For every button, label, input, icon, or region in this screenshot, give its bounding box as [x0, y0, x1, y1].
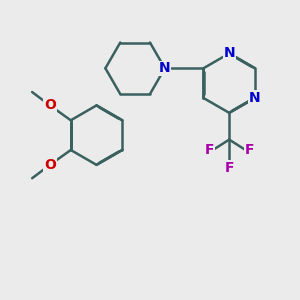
Text: F: F	[224, 161, 234, 175]
Text: O: O	[44, 98, 56, 112]
Text: F: F	[244, 143, 254, 157]
Text: O: O	[44, 158, 56, 172]
Text: N: N	[159, 61, 171, 75]
Text: N: N	[249, 91, 261, 105]
Text: N: N	[224, 46, 235, 60]
Text: F: F	[205, 143, 214, 157]
